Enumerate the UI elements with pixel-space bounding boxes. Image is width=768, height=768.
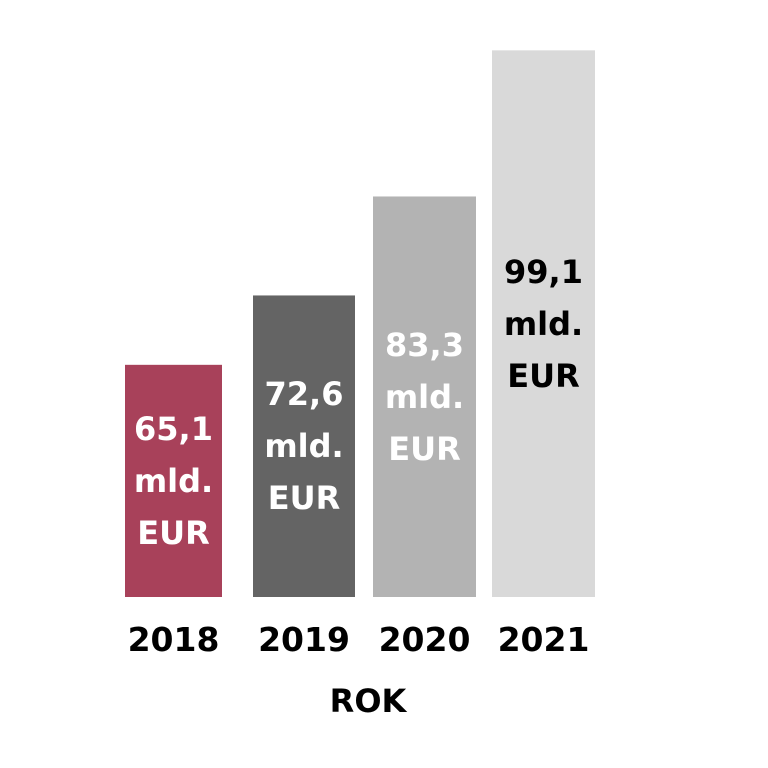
data-label-line: 83,3	[385, 325, 464, 364]
bar-2020	[373, 196, 476, 597]
bar-2018	[125, 364, 222, 597]
data-label-2019: 72,6 mld. EUR	[253, 295, 355, 597]
bar-2021	[492, 50, 595, 597]
data-label-line: mld.	[503, 304, 584, 343]
data-label-line: EUR	[137, 513, 210, 552]
bar-2019	[253, 295, 355, 597]
x-axis-label: ROK	[329, 682, 407, 720]
data-label-line: 65,1	[134, 409, 213, 448]
x-tick-label: 2018	[127, 620, 220, 659]
data-label-line: mld.	[264, 427, 344, 466]
data-label-2020: 83,3 mld. EUR	[373, 196, 476, 597]
data-label-line: EUR	[388, 429, 461, 468]
x-tick-label: 2019	[258, 620, 350, 659]
data-label-2018: 65,1 mld. EUR	[125, 365, 222, 597]
data-label-2021: 99,1 mld. EUR	[492, 50, 595, 597]
data-label-line: 99,1	[504, 252, 583, 291]
data-label-line: mld.	[133, 461, 214, 500]
x-tick-label: 2021	[497, 620, 590, 659]
data-label-line: mld.	[384, 377, 465, 416]
data-label-line: EUR	[267, 479, 341, 518]
x-tick-label: 2020	[378, 620, 471, 659]
data-label-line: 72,6	[264, 375, 344, 414]
data-label-line: EUR	[507, 356, 580, 395]
